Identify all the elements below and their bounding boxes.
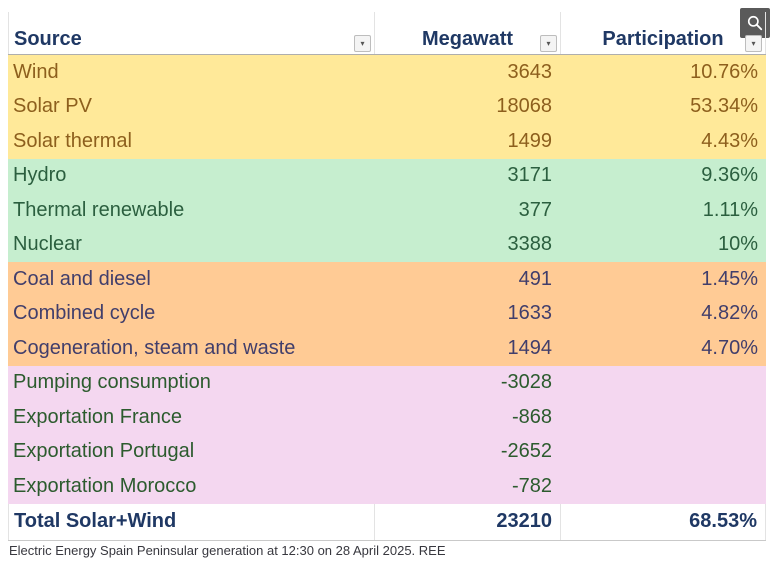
search-icon [745, 13, 765, 33]
cell-source: Solar thermal [13, 129, 132, 152]
cell-megawatt: 3643 [507, 60, 553, 83]
cell-participation: 10.76% [690, 60, 758, 83]
cell-source: Coal and diesel [13, 267, 151, 290]
cell-participation: 4.43% [701, 129, 758, 152]
cell-source: Thermal renewable [13, 198, 185, 221]
cell-megawatt: 1499 [507, 129, 553, 152]
cell-source: Cogeneration, steam and waste [13, 336, 296, 359]
cell-participation: 1.45% [701, 267, 758, 290]
caption-text: Electric Energy Spain Peninsular generat… [9, 543, 446, 558]
cell-source: Nuclear [13, 233, 82, 256]
table-row-thermal-renewable: Thermal renewable 377 1.11% [8, 193, 766, 228]
cell-source: Hydro [13, 164, 67, 187]
table-row-nuclear: Nuclear 3388 10% [8, 227, 766, 262]
total-label: Total Solar+Wind [8, 503, 374, 540]
cell-megawatt: 1494 [507, 336, 553, 359]
total-participation: 68.53% [560, 503, 766, 540]
cell-source: Wind [13, 60, 59, 83]
chevron-down-icon: ▾ [360, 38, 365, 48]
cell-megawatt: 3171 [507, 164, 553, 187]
cell-megawatt: 377 [518, 198, 552, 221]
table-row-export-morocco: Exportation Morocco -782 [8, 469, 766, 504]
column-header-source: Source ▾ [8, 12, 374, 54]
table-row-solar-thermal: Solar thermal 1499 4.43% [8, 124, 766, 159]
cell-participation: 4.70% [701, 336, 758, 359]
cell-megawatt: -782 [511, 474, 552, 497]
cell-participation: 53.34% [690, 95, 758, 118]
filter-dropdown-source[interactable]: ▾ [354, 35, 371, 52]
chevron-down-icon: ▾ [546, 38, 551, 48]
table-row-combined-cycle: Combined cycle 1633 4.82% [8, 296, 766, 331]
total-megawatt: 23210 [374, 503, 560, 540]
cell-source: Exportation France [13, 405, 182, 428]
table-row-export-portugal: Exportation Portugal -2652 [8, 434, 766, 469]
column-header-megawatt: Megawatt ▾ [374, 12, 560, 54]
cell-megawatt: -868 [511, 405, 552, 428]
table-row-solar-pv: Solar PV 18068 53.34% [8, 89, 766, 124]
table-row-wind: Wind 3643 10.76% [8, 55, 766, 90]
cell-megawatt: 3388 [507, 233, 553, 256]
filter-dropdown-participation[interactable]: ▾ [745, 35, 762, 52]
cell-source: Solar PV [13, 95, 92, 118]
column-header-participation-label: Participation [602, 28, 724, 50]
column-header-source-label: Source [14, 28, 82, 50]
cell-megawatt: 18068 [496, 95, 552, 118]
table-row-hydro: Hydro 3171 9.36% [8, 158, 766, 193]
cell-participation: 1.11% [702, 198, 758, 221]
table-row-coal-diesel: Coal and diesel 491 1.45% [8, 262, 766, 297]
column-header-megawatt-label: Megawatt [421, 28, 514, 50]
table-header-row: Source ▾ Megawatt ▾ Participation ▾ [8, 12, 766, 55]
cell-megawatt: 1633 [507, 302, 553, 325]
filter-dropdown-megawatt[interactable]: ▾ [540, 35, 557, 52]
table-row-cogeneration: Cogeneration, steam and waste 1494 4.70% [8, 331, 766, 366]
cell-source: Exportation Morocco [13, 474, 197, 497]
cell-participation: 10% [717, 233, 758, 256]
cell-participation: 4.82% [701, 302, 758, 325]
cell-megawatt: 491 [518, 267, 552, 290]
cell-megawatt: -3028 [500, 371, 552, 394]
cell-source: Pumping consumption [13, 371, 211, 394]
cell-source: Exportation Portugal [13, 440, 195, 463]
cell-source: Combined cycle [13, 302, 156, 325]
table-total-row: Total Solar+Wind 23210 68.53% [8, 503, 766, 541]
table-row-pumping: Pumping consumption -3028 [8, 365, 766, 400]
energy-table: Source ▾ Megawatt ▾ Participation ▾ Wind… [8, 12, 766, 541]
cell-participation: 9.36% [701, 164, 758, 187]
chevron-down-icon: ▾ [751, 38, 756, 48]
table-row-export-france: Exportation France -868 [8, 400, 766, 435]
column-header-participation: Participation ▾ [560, 12, 766, 54]
cell-megawatt: -2652 [500, 440, 552, 463]
